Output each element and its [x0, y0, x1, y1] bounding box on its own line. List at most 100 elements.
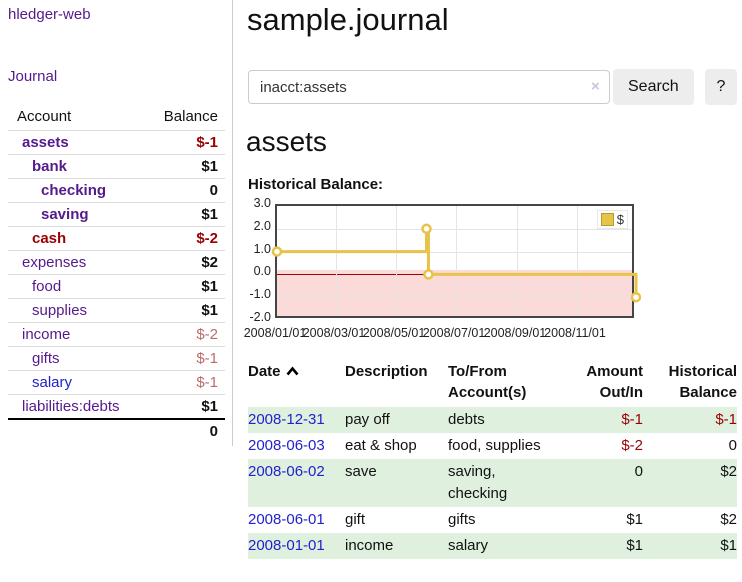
account-link-checking[interactable]: checking	[41, 182, 107, 199]
account-row-salary: salary $-1	[8, 370, 225, 395]
chart-legend: $	[596, 210, 628, 229]
account-link-supplies[interactable]: supplies	[32, 302, 88, 319]
account-balance: $1	[141, 394, 225, 419]
account-row-checking: checking 0	[8, 178, 225, 203]
data-point-marker[interactable]	[271, 246, 283, 257]
gridline-v	[576, 206, 578, 316]
account-link-salary[interactable]: salary	[32, 374, 73, 391]
clear-search-icon[interactable]: ×	[591, 78, 600, 95]
data-point-marker[interactable]	[423, 269, 434, 280]
search-input[interactable]	[248, 70, 610, 104]
account-link-liabilities-debts[interactable]: liabilities:debts	[22, 397, 120, 415]
transaction-balance: $1	[643, 533, 737, 559]
accounts-total-balance: 0	[141, 417, 225, 443]
transaction-date-link[interactable]: 2008-01-01	[248, 537, 325, 554]
brand-link[interactable]: hledger-web	[8, 6, 91, 23]
transaction-amount: $1	[626, 511, 643, 528]
data-point-marker[interactable]	[421, 223, 432, 235]
balance-series	[271, 223, 642, 303]
y-axis-tick-label: -1.0	[249, 287, 271, 302]
gridline-h	[277, 297, 632, 299]
legend-label: $	[616, 212, 624, 227]
account-balance: $2	[141, 250, 225, 275]
transaction-date-link[interactable]: 2008-06-02	[248, 463, 325, 480]
search-button[interactable]: Search	[613, 69, 694, 105]
y-axis-tick-label: 1.0	[253, 241, 271, 256]
account-row-income: income $-2	[8, 322, 225, 347]
account-row-liabilities-debts: liabilities:debts $1	[8, 394, 225, 419]
account-link-bank[interactable]: bank	[32, 158, 68, 175]
account-balance: $1	[141, 154, 225, 179]
y-axis-tick-label: 3.0	[253, 196, 271, 210]
account-link-expenses[interactable]: expenses	[22, 254, 87, 271]
transaction-amount: $1	[570, 533, 643, 559]
transaction-date-link[interactable]: 2008-06-03	[248, 437, 325, 454]
transaction-description: pay off	[345, 407, 448, 433]
sidebar: hledger-web Journal Account Balance asse…	[0, 0, 233, 446]
gridline-v	[336, 206, 337, 316]
transaction-date-link[interactable]: 2008-06-01	[248, 511, 325, 528]
x-axis-tick-label: 2008/07/01	[422, 326, 486, 340]
account-link-cash[interactable]: cash	[32, 230, 67, 247]
account-heading: assets	[246, 126, 327, 157]
y-axis-tick-label: 0.0	[253, 264, 271, 279]
legend-swatch-icon	[600, 213, 614, 226]
gridline-v	[396, 206, 397, 316]
transaction-accounts: saving, checking	[448, 459, 570, 507]
transaction-description: gift	[345, 511, 366, 528]
y-axis-tick-label: 2.0	[253, 218, 271, 233]
transaction-date-link[interactable]: 2008-12-31	[248, 411, 325, 428]
account-link-saving[interactable]: saving	[41, 206, 89, 223]
transaction-amount: $-2	[621, 437, 643, 454]
account-balance: $-1	[141, 346, 225, 371]
sort-asc-icon	[286, 361, 299, 382]
account-balance: $1	[141, 202, 225, 227]
help-button[interactable]: ?	[705, 69, 737, 105]
transaction-description: income	[345, 533, 448, 559]
account-balance: $1	[141, 298, 225, 323]
transaction-balance: $2	[643, 459, 737, 507]
x-axis-tick-label: 2008/09/01	[483, 326, 547, 340]
header-amount: Amount Out/In	[586, 363, 643, 401]
header-balance: Historical Balance	[668, 363, 737, 401]
data-point-marker[interactable]	[630, 291, 642, 303]
account-balance: 0	[141, 178, 225, 203]
transaction-row: 2008-06-03 eat & shop food, supplies $-2…	[248, 433, 737, 459]
account-balance: $-2	[141, 226, 225, 251]
transaction-description: eat & shop	[345, 437, 417, 454]
account-link-food[interactable]: food	[32, 278, 62, 295]
transaction-amount: $-1	[570, 407, 643, 433]
header-date-sort[interactable]: Date	[248, 357, 345, 407]
account-row-bank: bank $1	[8, 154, 225, 179]
page-title: sample.journal	[247, 2, 449, 37]
account-balance: $-1	[141, 130, 225, 155]
x-axis-tick-label: 2008/05/01	[362, 326, 426, 340]
gridline-v	[516, 206, 518, 316]
transaction-balance: $-1	[643, 407, 737, 433]
accounts-total-row: 0	[8, 417, 225, 443]
account-balance: $1	[141, 274, 225, 299]
x-axis-tick-label: 2008/03/01	[302, 326, 366, 340]
transaction-row: 2008-12-31 pay off debts $-1 $-1	[248, 407, 737, 433]
accounts-header-balance: Balance	[163, 108, 218, 125]
x-axis-tick-label: 2008/11/01	[544, 326, 606, 340]
accounts-header-account: Account	[17, 108, 72, 125]
header-date-label: Date	[248, 363, 281, 380]
account-link-gifts[interactable]: gifts	[32, 350, 60, 367]
account-row-cash: cash $-2	[8, 226, 225, 251]
transaction-description: save	[345, 459, 448, 507]
historical-balance-chart: $ 3.0 2.0 1.0 0.0 -1.0 -2.0 2008/01/01 2008/03/…	[240, 196, 742, 345]
account-balance: $-2	[141, 322, 225, 347]
accounts-table: Account Balance assets $-1 bank $1 check…	[8, 104, 225, 443]
sidebar-item-journal[interactable]: Journal	[8, 68, 58, 85]
accounts-header-row: Account Balance	[8, 104, 225, 131]
account-row-supplies: supplies $1	[8, 298, 225, 323]
header-accounts: To/From Account(s)	[448, 363, 527, 401]
account-link-income[interactable]: income	[22, 326, 71, 343]
chart-plot-area[interactable]: $	[271, 204, 642, 318]
account-row-food: food $1	[8, 274, 225, 299]
account-link-assets[interactable]: assets	[22, 134, 69, 151]
transaction-balance: 0	[728, 437, 737, 454]
account-row-assets: assets $-1	[8, 130, 225, 155]
transactions-table: Date Description To/From Account(s) Amou…	[248, 357, 737, 559]
